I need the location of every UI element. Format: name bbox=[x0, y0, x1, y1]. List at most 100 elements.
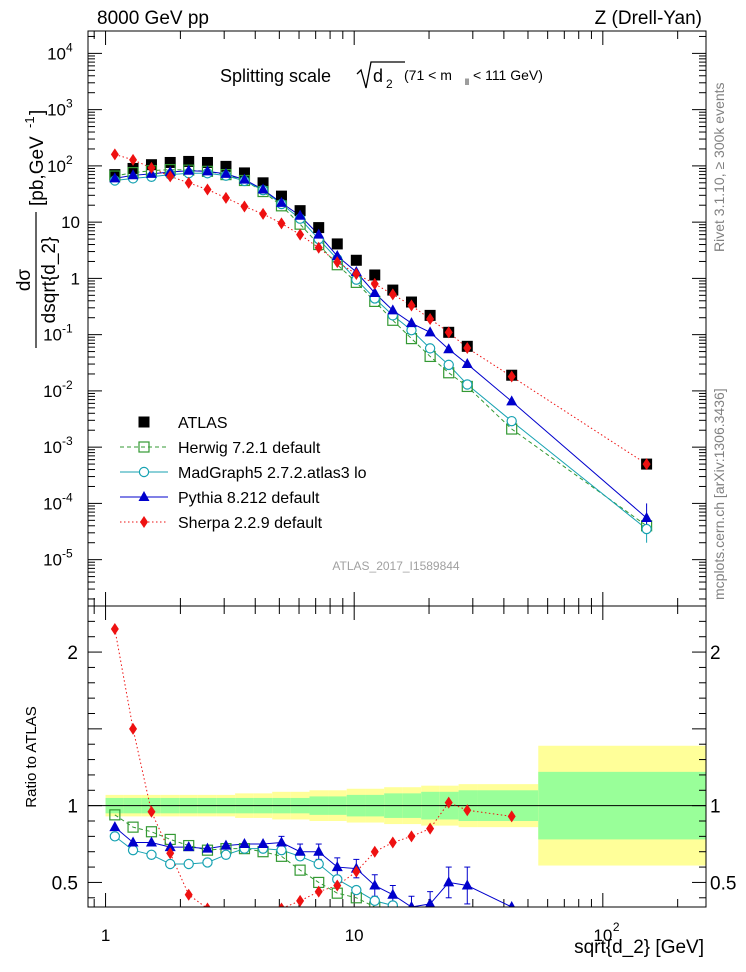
data-point-pythia bbox=[275, 196, 287, 207]
ratio-point-herwig bbox=[294, 864, 306, 876]
ratio-point-madgraph5 bbox=[444, 915, 453, 924]
process-label: Z (Drell-Yan) bbox=[595, 8, 702, 29]
ratio-point-pythia bbox=[294, 845, 306, 856]
x-tick-label: 10 bbox=[593, 926, 612, 945]
ratio-point-herwig bbox=[425, 925, 435, 935]
y-tick-label: 10 bbox=[61, 213, 80, 232]
data-point-sherpa bbox=[333, 256, 342, 269]
data-point-sherpa bbox=[147, 161, 156, 174]
main-series-group bbox=[109, 148, 653, 543]
data-point-sherpa bbox=[110, 148, 119, 161]
ratio-point-sherpa bbox=[407, 830, 416, 843]
data-point-madgraph5 bbox=[506, 415, 517, 427]
data-point-pythia bbox=[127, 169, 139, 180]
ratio-point-pythia bbox=[257, 838, 269, 849]
ratio-point-pythia bbox=[313, 845, 325, 856]
data-point-atlas bbox=[313, 222, 325, 234]
legend-label: MadGraph5 2.7.2.atlas3 lo bbox=[178, 465, 367, 482]
ratio-point-sherpa bbox=[463, 804, 472, 817]
legend-label: Pythia 8.212 default bbox=[178, 490, 320, 507]
legend-item: Sherpa 2.2.9 default bbox=[120, 515, 323, 532]
ratio-y-tick-label: 1 bbox=[67, 797, 78, 818]
legend-label: Sherpa 2.2.9 default bbox=[178, 515, 323, 532]
y-tick-label: 10 bbox=[47, 101, 66, 120]
data-point-atlas bbox=[331, 238, 343, 250]
ratio-point-pythia bbox=[164, 841, 176, 852]
data-point-sherpa bbox=[463, 341, 472, 354]
ratio-y-tick-label-right: 2 bbox=[710, 643, 721, 664]
ratio-point-pythia bbox=[109, 821, 121, 832]
data-point-sherpa bbox=[203, 183, 212, 196]
y-tick-label-exponent: 2 bbox=[66, 153, 73, 167]
ratio-point-madgraph5 bbox=[507, 932, 516, 941]
data-point-atlas bbox=[238, 167, 250, 179]
y-axis-label-denominator: dsqrt{d_2} bbox=[39, 237, 60, 324]
data-point-pythia bbox=[294, 209, 306, 220]
ratio-point-madgraph5 bbox=[220, 849, 232, 860]
ratio-point-herwig bbox=[127, 821, 139, 833]
ratio-point-madgraph5 bbox=[146, 849, 157, 860]
y-axis-label-unit: [pb,GeV bbox=[27, 136, 48, 206]
data-point-sherpa bbox=[407, 299, 416, 312]
data-point-pythia bbox=[109, 172, 121, 183]
data-point-pythia bbox=[183, 164, 195, 175]
plot-title-text: Splitting scale bbox=[220, 66, 331, 86]
ratio-point-madgraph5 bbox=[387, 900, 399, 907]
data-point-pythia bbox=[257, 183, 269, 194]
ratio-point-madgraph5 bbox=[426, 915, 435, 924]
ratio-point-madgraph5 bbox=[463, 922, 472, 931]
data-point-sherpa bbox=[240, 200, 249, 213]
data-point-atlas bbox=[220, 160, 232, 172]
y-tick-label-exponent: -4 bbox=[62, 490, 73, 504]
data-point-pythia bbox=[443, 343, 455, 354]
data-point-sherpa bbox=[277, 217, 286, 230]
legend-marker bbox=[138, 441, 150, 453]
ratio-point-sherpa bbox=[352, 865, 361, 878]
data-point-sherpa bbox=[370, 277, 379, 290]
title-range: (71 < m bbox=[404, 67, 452, 83]
ratio-y-tick-label: 2 bbox=[67, 643, 78, 664]
y-tick-label: 10 bbox=[43, 494, 62, 513]
y-axis-label-unit-exponent: -1 bbox=[22, 116, 37, 128]
ratio-point-sherpa bbox=[444, 796, 453, 809]
series-line-sherpa bbox=[114, 153, 647, 465]
legend-item: ATLAS bbox=[138, 415, 228, 432]
y-tick-label-exponent: -3 bbox=[62, 434, 73, 448]
y-tick-label: 10 bbox=[47, 44, 66, 63]
data-point-atlas bbox=[164, 156, 176, 168]
x-tick-label: 10 bbox=[345, 926, 364, 945]
y-axis-label-unit-close: ] bbox=[27, 110, 48, 115]
data-point-sherpa bbox=[444, 326, 453, 339]
series-line-pythia bbox=[114, 170, 647, 519]
data-point-pythia bbox=[313, 228, 325, 239]
legend-item: Pythia 8.212 default bbox=[120, 490, 320, 507]
ratio-axis-ticks: 0.5 0.5 1 1 2 2 bbox=[52, 620, 736, 899]
ratio-point-pythia bbox=[369, 879, 381, 890]
ratio-point-sherpa bbox=[507, 810, 516, 823]
ratio-point-sherpa bbox=[426, 822, 435, 835]
ratio-point-sherpa bbox=[370, 845, 379, 858]
ratio-point-sherpa bbox=[184, 888, 193, 901]
data-point-pythia bbox=[220, 167, 232, 178]
ratio-point-herwig bbox=[444, 925, 454, 935]
title-variable: d bbox=[373, 66, 383, 86]
ratio-point-pythia bbox=[331, 861, 343, 872]
data-point-madgraph5 bbox=[641, 523, 652, 535]
data-point-atlas bbox=[275, 190, 287, 202]
y-tick-label: 10 bbox=[43, 326, 62, 345]
mcplots-reference-label: mcplots.cern.ch [arXiv:1306.3436] bbox=[711, 388, 727, 600]
ratio-point-herwig bbox=[507, 937, 517, 947]
data-point-sherpa bbox=[221, 191, 230, 204]
ratio-point-pythia bbox=[387, 888, 399, 899]
legend-marker bbox=[138, 416, 150, 428]
y-tick-label: 10 bbox=[47, 157, 66, 176]
data-point-pythia bbox=[201, 165, 213, 176]
y-tick-label-exponent: 4 bbox=[66, 40, 73, 54]
ratio-point-sherpa bbox=[314, 885, 323, 898]
data-point-sherpa bbox=[166, 170, 175, 183]
ratio-point-pythia bbox=[425, 897, 436, 907]
data-point-sherpa bbox=[642, 458, 651, 471]
data-point-sherpa bbox=[259, 207, 268, 220]
legend-marker bbox=[138, 491, 150, 501]
